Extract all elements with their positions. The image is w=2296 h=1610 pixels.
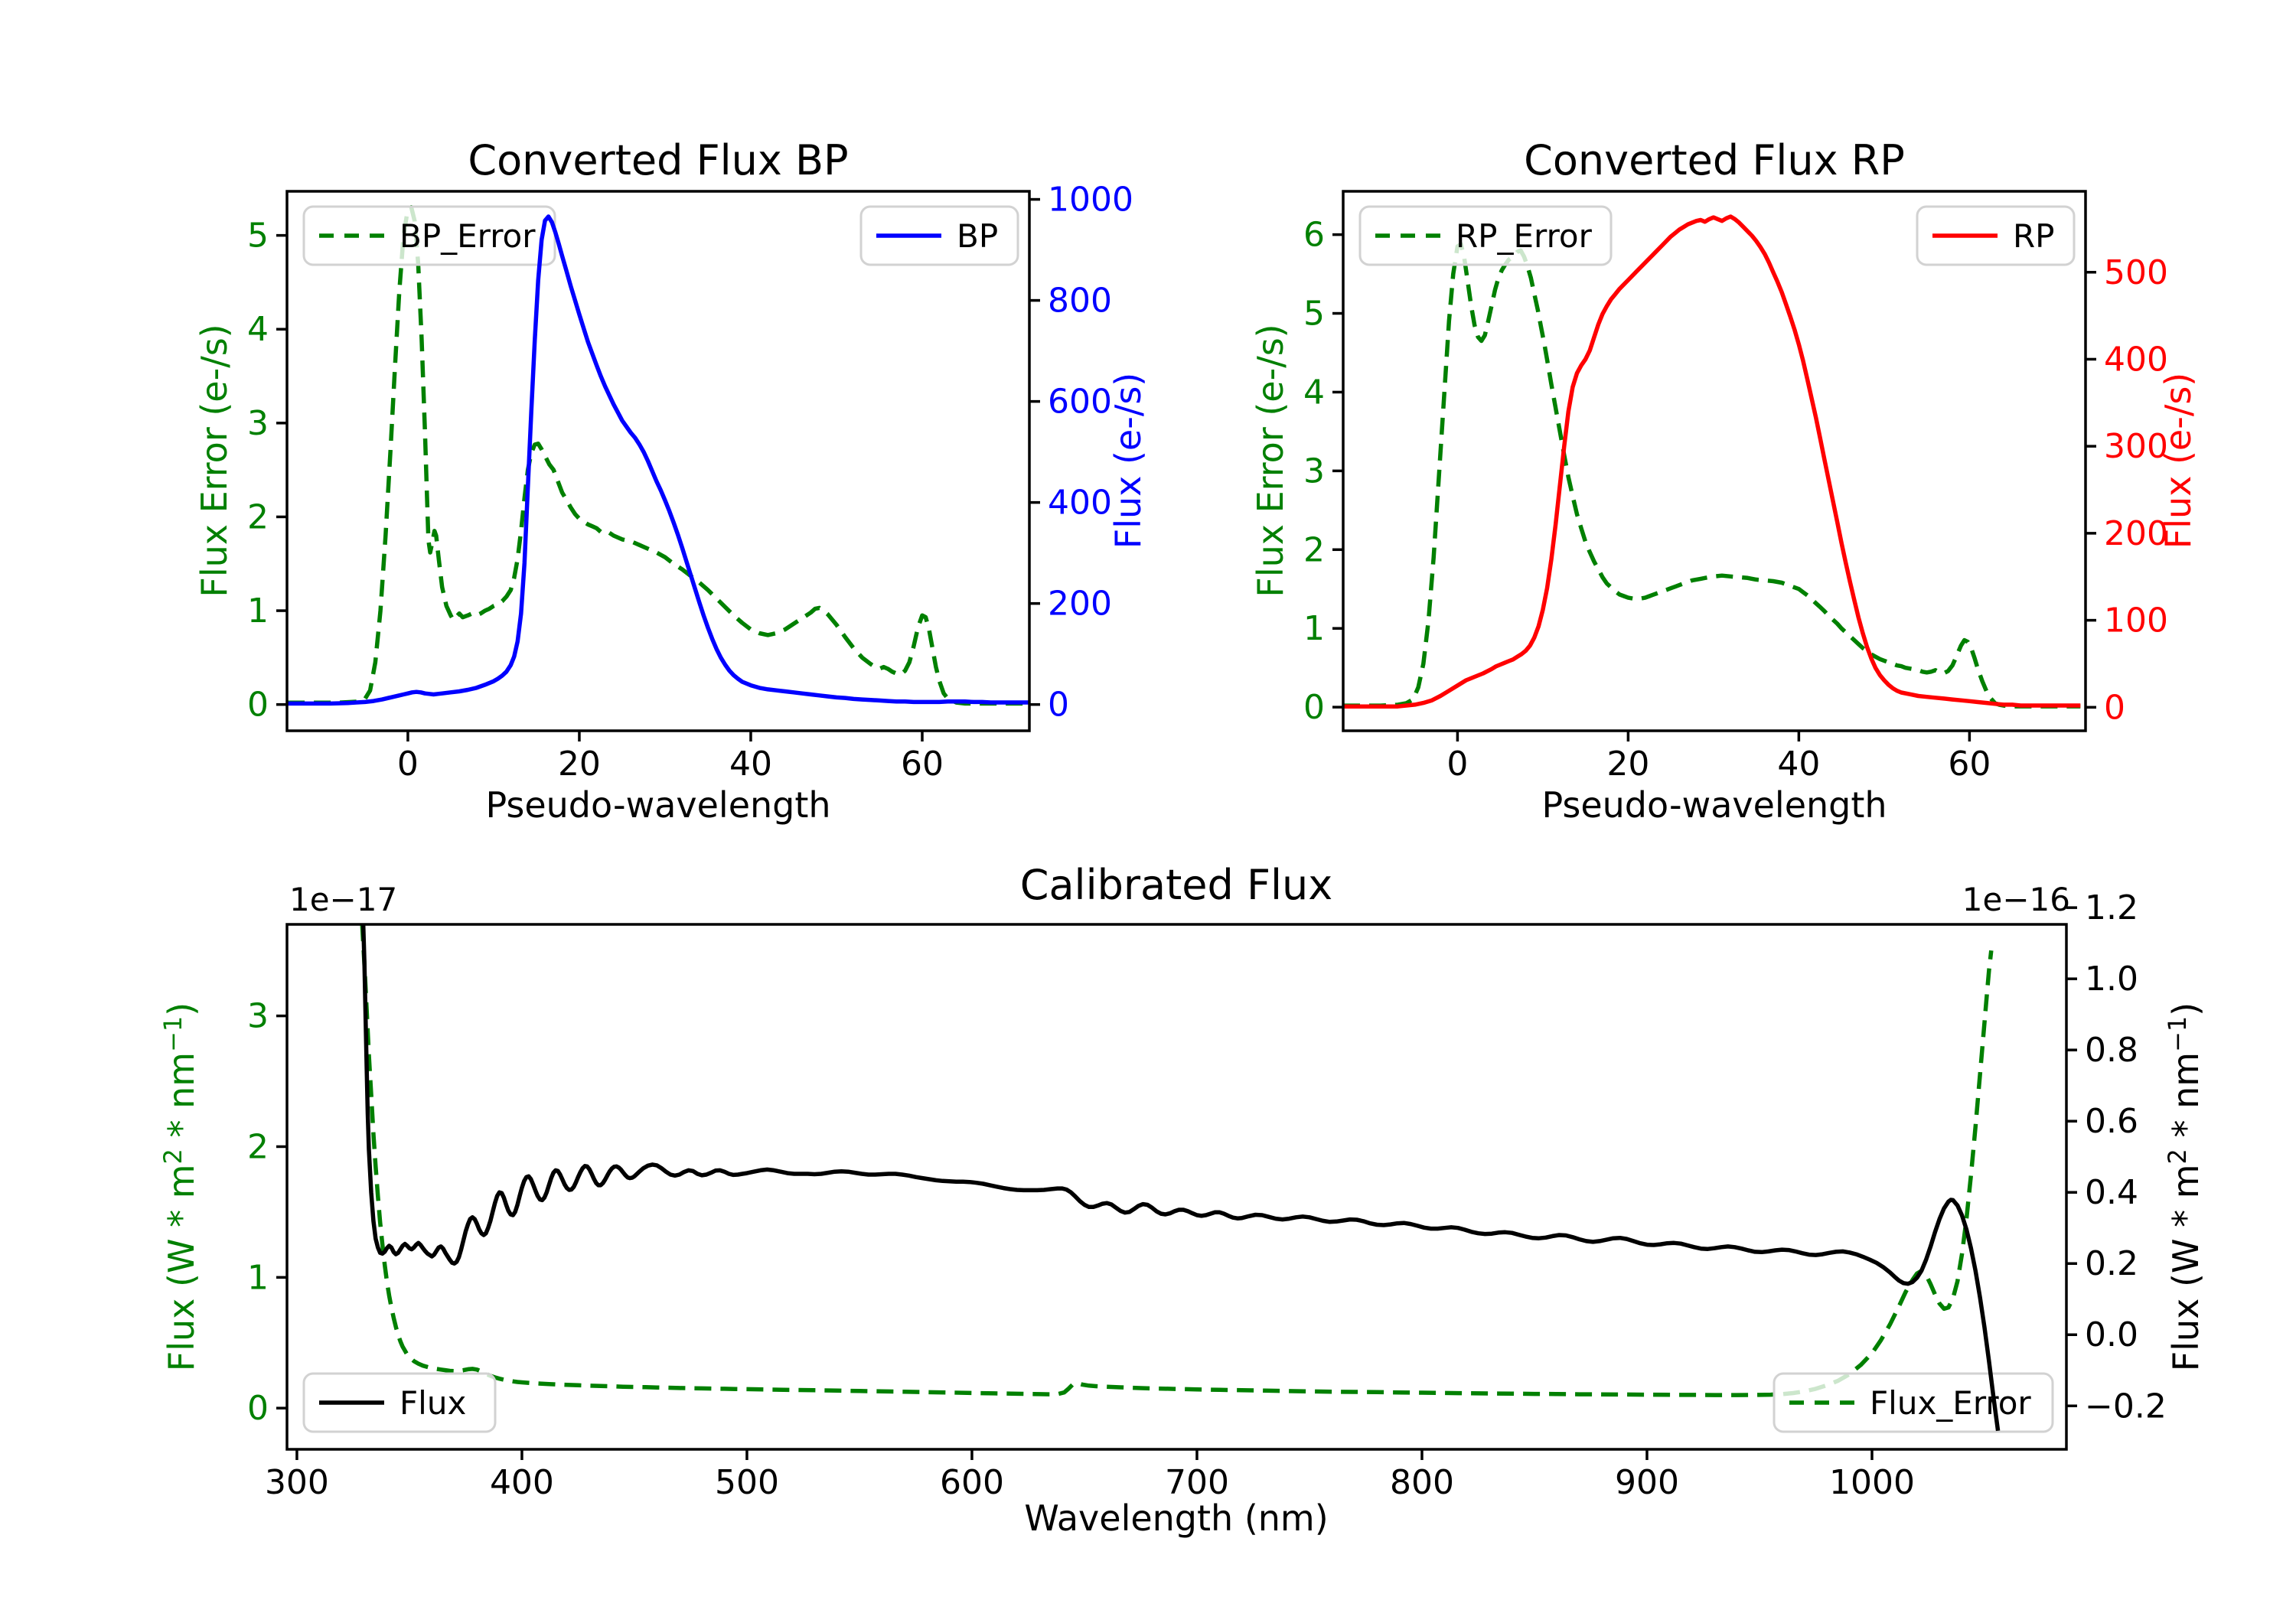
x-tick-label: 300 [265, 1463, 329, 1502]
x-tick-label: 60 [1948, 745, 1991, 784]
right-y-tick-label: 400 [1048, 484, 1112, 523]
x-tick-label: 800 [1390, 1463, 1454, 1502]
x-tick-label: 0 [397, 745, 419, 784]
legend-box [1358, 205, 1613, 266]
left-axis-label: Flux Error (e-/s) [1250, 324, 1291, 597]
legend-label: RP [2013, 217, 2055, 255]
x-tick-label: 40 [1777, 745, 1820, 784]
chart-title: Converted Flux BP [468, 136, 848, 184]
axes-frame [285, 190, 1031, 732]
right-y-tick-label: 300 [2104, 427, 2168, 466]
left-y-tick-label: 2 [1303, 530, 1325, 569]
x-tick-label: 900 [1615, 1463, 1679, 1502]
x-tick-label: 700 [1165, 1463, 1229, 1502]
left-y-tick-label: 2 [247, 497, 269, 536]
right-axis-label: Flux (e-/s) [2157, 373, 2199, 549]
right-y-tick-label: 800 [1048, 282, 1112, 321]
legend-rp: RP [1916, 205, 2076, 266]
right-y-tick-label: 600 [1048, 383, 1112, 422]
x-axis-label: Pseudo-wavelength [1541, 784, 1887, 826]
right-y-tick-label: 0.8 [2085, 1031, 2138, 1070]
legend-flux-error: Flux_Error [1773, 1372, 2054, 1433]
legend-label: BP_Error [400, 217, 536, 255]
legend-bp: BP [859, 205, 1019, 266]
x-tick-label: 0 [1446, 745, 1468, 784]
bp-curve [288, 214, 1029, 706]
legend-label: Flux [400, 1384, 466, 1422]
right-y-tick-label: 100 [2104, 601, 2168, 640]
left-y-tick-label: 6 [1303, 216, 1325, 255]
left-y-tick-label: 2 [247, 1127, 269, 1166]
legend-flux: Flux [302, 1372, 497, 1433]
axes-frame [285, 923, 2068, 1451]
x-tick-label: 20 [1606, 745, 1649, 784]
right-y-tick-label: 200 [1048, 585, 1112, 624]
right-y-tick-label: 0 [2104, 688, 2125, 727]
left-y-tick-label: 0 [247, 686, 269, 725]
right-y-tick-label: −0.2 [2085, 1387, 2167, 1426]
x-tick-label: 20 [558, 745, 601, 784]
x-tick-label: 400 [490, 1463, 554, 1502]
right-y-tick-label: 1.0 [2085, 960, 2138, 999]
legend-box [1773, 1372, 2054, 1433]
left-y-tick-label: 4 [1303, 373, 1325, 412]
left-y-tick-label: 5 [247, 217, 269, 256]
axes-ticks: 300 400 500 600 700 800 900 1000 0 1 2 3 −0.2 0.0 0.2 0… [247, 888, 2167, 1502]
legend-box [302, 1372, 497, 1433]
legend-rp-error: RP_Error [1358, 205, 1613, 266]
chart-calibrated-flux: 300 400 500 600 700 800 900 1000 0 1 2 3 −0.2 0.0 0.2 0… [158, 861, 2206, 1539]
x-tick-label: 1000 [1829, 1463, 1915, 1502]
right-y-tick-label: 1.2 [2085, 888, 2138, 927]
left-axis-label: Flux (W * m2 * nm−1) [158, 1002, 202, 1371]
left-y-tick-label: 3 [247, 404, 269, 443]
x-axis-label: Wavelength (nm) [1024, 1498, 1328, 1539]
rp-error-curve [1343, 242, 2081, 709]
left-y-tick-label: 1 [247, 1258, 269, 1297]
left-y-tick-label: 1 [1303, 609, 1325, 648]
right-y-tick-label: 500 [2104, 253, 2168, 292]
right-axis-label: Flux (e-/s) [1107, 373, 1149, 549]
bp-error-curve [288, 205, 1029, 706]
left-y-tick-label: 5 [1303, 295, 1325, 334]
left-y-tick-label: 4 [247, 310, 269, 349]
axes-frame [1342, 190, 2087, 732]
left-y-tick-label: 0 [1303, 688, 1325, 727]
right-y-tick-label: 0.4 [2085, 1173, 2138, 1212]
right-y-tick-label: 200 [2104, 514, 2168, 553]
chart-title: Calibrated Flux [1020, 861, 1332, 909]
x-tick-label: 600 [940, 1463, 1004, 1502]
rp-curve [1343, 214, 2081, 709]
axis-offset-text: 1e−16 [1962, 881, 2070, 918]
chart-title: Converted Flux RP [1524, 136, 1905, 184]
x-tick-label: 40 [729, 745, 772, 784]
right-y-tick-label: 1000 [1048, 181, 1133, 220]
left-y-tick-label: 1 [247, 592, 269, 631]
x-tick-label: 500 [715, 1463, 779, 1502]
left-y-tick-label: 3 [247, 997, 269, 1036]
axis-offset-text: 1e−17 [289, 881, 397, 918]
right-y-tick-label: 0 [1048, 686, 1069, 725]
legend-label: RP_Error [1456, 217, 1593, 255]
left-axis-label: Flux Error (e-/s) [194, 324, 235, 597]
right-y-tick-label: 0.2 [2085, 1244, 2138, 1283]
x-tick-label: 60 [901, 745, 944, 784]
legend-label: Flux_Error [1870, 1384, 2031, 1422]
right-y-tick-label: 0.6 [2085, 1102, 2138, 1141]
legend-label: BP [957, 217, 998, 255]
left-y-tick-label: 3 [1303, 451, 1325, 490]
right-y-tick-label: 0.0 [2085, 1315, 2138, 1354]
right-y-tick-label: 400 [2104, 340, 2168, 379]
legend-bp-error: BP_Error [302, 205, 556, 266]
right-axis-label: Flux (W * m2 * nm−1) [2163, 1002, 2206, 1371]
flux-curve [360, 924, 2001, 1432]
left-y-tick-label: 0 [247, 1389, 269, 1428]
x-axis-label: Pseudo-wavelength [485, 784, 830, 826]
